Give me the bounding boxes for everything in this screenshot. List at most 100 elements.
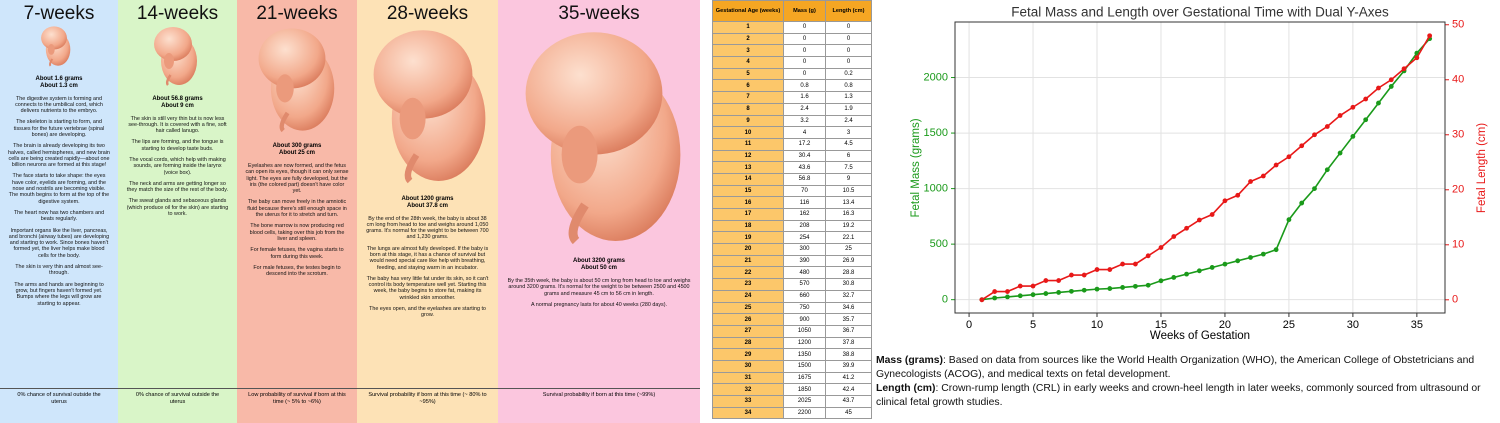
data-point [1414, 55, 1420, 61]
table-row: 27 1050 36.7 [712, 324, 872, 338]
table-row: 15 70 10.5 [712, 184, 872, 198]
table-cell: 36.7 [825, 324, 872, 338]
table-cell: 32 [712, 383, 784, 396]
table-cell: 0 [783, 21, 826, 34]
table-cell: 1.6 [783, 91, 826, 104]
table-cell: 750 [783, 301, 826, 315]
table-cell: 1200 [783, 336, 826, 350]
paragraph: Eyelashes are now formed, and the fetus … [245, 163, 349, 195]
table-cell: 43.7 [825, 395, 872, 408]
data-point [1235, 192, 1241, 198]
table-cell: 0.8 [783, 79, 826, 93]
table-cell: 2 [712, 32, 784, 46]
note: Length (cm): Crown-rump length (CRL) in … [876, 382, 1498, 410]
stage-panel: 28-weeks About 1200 grams About 37.8 cm By… [357, 0, 498, 423]
table-cell: 4 [783, 126, 826, 139]
y-tick-label: 1000 [924, 183, 948, 195]
paragraph: The face starts to take shape: the eyes … [8, 173, 110, 205]
table-cell: 24 [712, 289, 784, 303]
paragraph: The eyes open, and the eyelashes are sta… [369, 306, 486, 319]
survival-note: 0% chance of survival outside the uterus [17, 392, 101, 405]
y-axis-label: Fetal Mass (grams) [910, 118, 922, 217]
data-point [1005, 294, 1010, 300]
fetus-illustration [373, 30, 485, 184]
table-row: 28 1200 37.8 [712, 336, 872, 350]
data-point [1273, 247, 1279, 253]
table-cell: 35.7 [825, 313, 872, 326]
table-cell: 8 [712, 102, 784, 116]
survival-note: 0% chance of survival outside the uterus [135, 392, 220, 405]
note-text: : Crown-rump length (CRL) in early weeks… [876, 383, 1481, 408]
data-point [1017, 283, 1023, 289]
data-point [1056, 278, 1062, 283]
table-row: 29 1350 38.8 [712, 348, 872, 361]
table-cell: 23 [712, 278, 784, 291]
y-tick-label: 500 [930, 238, 948, 250]
paragraph: The skin is still very thin but is now l… [128, 115, 227, 135]
table-cell: 22.1 [825, 231, 872, 245]
table-cell: 1500 [783, 359, 826, 373]
chart-title: Fetal Mass and Length over Gestational T… [1011, 5, 1389, 20]
y2-tick-label: 40 [1452, 74, 1464, 86]
data-point [1005, 289, 1010, 294]
paragraph: By the end of the 28th week, the baby is… [366, 215, 489, 241]
table-header: Gestational Age (weeks) [712, 0, 784, 22]
table-cell: 31 [712, 371, 784, 385]
y2-tick-label: 10 [1452, 239, 1464, 251]
table-row: 26 900 35.7 [712, 313, 872, 326]
table-cell: 0.2 [825, 67, 872, 81]
table-cell: 12 [712, 149, 784, 163]
paragraph: The baby can move freely in the amniotic… [247, 199, 347, 219]
table-cell: 16.3 [825, 208, 872, 221]
table-cell: 2200 [783, 406, 826, 420]
x-tick-label: 30 [1347, 319, 1359, 331]
table-cell: 6 [712, 79, 784, 93]
data-point [1273, 162, 1279, 168]
data-point [1120, 285, 1125, 290]
table-cell: 1.3 [825, 91, 872, 104]
table-cell: 0.8 [825, 79, 872, 93]
data-point [1120, 261, 1125, 267]
table-cell: 0 [825, 32, 872, 46]
table-row: 32 1850 42.4 [712, 383, 872, 396]
table-row: 21 390 26.9 [712, 254, 872, 268]
survival-note: Low probability of survival if born at t… [248, 392, 346, 405]
data-point [1312, 132, 1317, 138]
data-point [1209, 265, 1215, 270]
data-point [1081, 272, 1087, 278]
table-cell: 28 [712, 336, 784, 350]
table-row: 10 4 3 [712, 126, 872, 139]
table-cell: 28.8 [825, 266, 872, 280]
table-cell: 14 [712, 172, 784, 186]
table-row: 24 660 32.7 [712, 289, 872, 303]
data-point [1069, 272, 1074, 278]
table-cell: 20 [712, 243, 784, 256]
separator [0, 388, 700, 389]
stage-title: 28-weeks [386, 3, 469, 24]
table-row: 17 162 16.3 [712, 208, 872, 221]
table-cell: 10 [712, 126, 784, 139]
x-tick-label: 35 [1411, 319, 1423, 331]
y-tick-label: 1500 [924, 127, 948, 139]
table-cell: 29 [712, 348, 784, 361]
data-point [1299, 143, 1305, 149]
data-point [1260, 173, 1266, 179]
table-cell: 56.8 [783, 172, 826, 186]
data-point [1260, 251, 1266, 257]
table-header: Mass (g) [783, 0, 826, 22]
paragraph: The bone marrow is now producing red blo… [249, 223, 345, 242]
paragraph: The arms and hands are beginning to grow… [14, 281, 104, 307]
table-cell: 254 [783, 231, 826, 245]
table-row: 19 254 22.1 [712, 231, 872, 245]
stage-panel: 14-weeks About 56.8 grams About 9 cm The s… [118, 0, 237, 423]
table-cell: 1675 [783, 371, 826, 385]
paragraph: The lungs are almost fully developed. If… [366, 245, 489, 271]
stage-text: The digestive system is forming and conn… [0, 96, 118, 307]
note-text: : Based on data from sources like the Wo… [876, 355, 1475, 380]
data-point [1235, 258, 1241, 264]
table-row: 33 2025 43.7 [712, 395, 872, 408]
table-cell: 390 [783, 254, 826, 268]
table-row: 18 208 19.2 [712, 219, 872, 233]
table-cell: 26.9 [825, 254, 872, 268]
